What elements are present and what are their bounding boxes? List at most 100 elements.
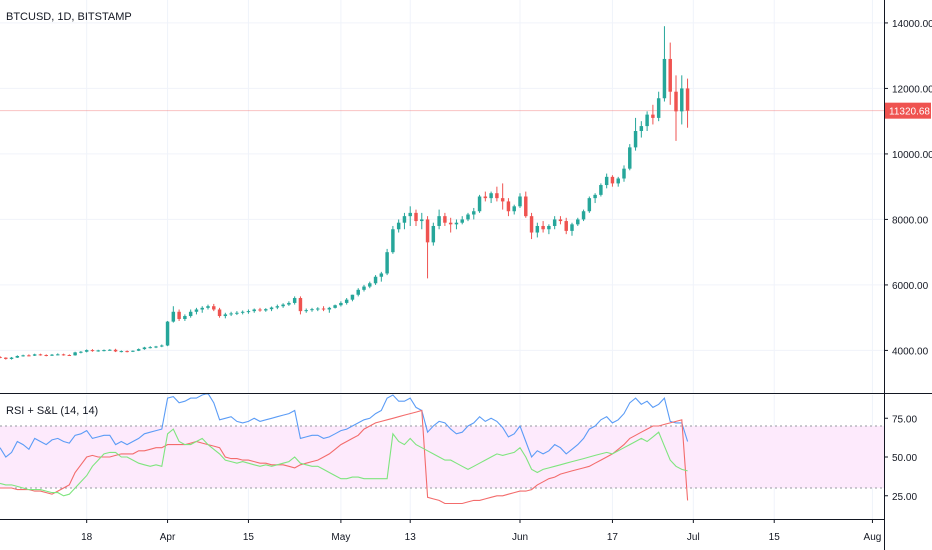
candle-body (79, 351, 83, 353)
candle-body (454, 222, 459, 225)
candle-body (685, 88, 690, 111)
last-price-tag-bg (885, 102, 931, 119)
candle-body (61, 354, 66, 356)
candle-body (188, 311, 193, 317)
candle-body (396, 222, 401, 230)
candle-body (368, 283, 372, 287)
rsi-lines (0, 392, 689, 505)
candle-body (662, 58, 667, 99)
candle-body (165, 321, 170, 346)
rsi-band-fill (0, 426, 884, 488)
rsi-line-blue (0, 392, 689, 459)
time-tick-label: Jul (687, 532, 700, 543)
candle-body (38, 354, 43, 356)
candle-body (651, 114, 655, 118)
rsi-tick-label: 75.00 (892, 414, 917, 425)
candle-body (420, 219, 424, 222)
candle-body (656, 98, 661, 118)
rsi-band (0, 425, 884, 489)
candle-body (171, 311, 176, 322)
candle-body (15, 355, 20, 358)
candle-body (570, 224, 574, 231)
candle-body (0, 356, 2, 358)
candle-body (500, 198, 505, 202)
last-price-tag: 11320.68 (889, 107, 930, 118)
candle-body (541, 225, 545, 230)
price-tick-label: 8000.00 (892, 215, 929, 226)
candle-body (183, 316, 187, 319)
candle-body (275, 306, 280, 308)
candle-body (402, 216, 407, 223)
candle-body (84, 350, 89, 352)
candle-body (4, 357, 8, 359)
candle-body (333, 305, 337, 308)
candle-body (379, 273, 384, 277)
candle-body (32, 354, 37, 356)
candle-body (610, 176, 615, 184)
candle-body (304, 310, 308, 312)
candle-body (414, 212, 418, 222)
candle-body (489, 193, 493, 199)
candle-body (102, 350, 106, 352)
price-tick-label: 6000.00 (892, 281, 929, 292)
candle-body (645, 114, 649, 127)
candle-body (535, 225, 540, 233)
candle-body (327, 307, 332, 310)
time-tick-label: Jun (512, 532, 528, 543)
candle-body (391, 229, 395, 253)
candle-body (194, 309, 199, 312)
candle-body (633, 131, 638, 148)
candle-body (437, 216, 441, 226)
candle-body (604, 176, 609, 186)
candle-body (44, 355, 48, 357)
candle-body (160, 345, 164, 347)
candle-body (460, 219, 464, 223)
candlestick-series (0, 26, 690, 360)
price-tick-label: 4000.00 (892, 346, 929, 357)
candle-body (506, 201, 511, 212)
symbol-label: BTCUSD, 1D, BITSTAMP (6, 11, 132, 23)
candle-body (9, 357, 14, 359)
candle-body (593, 194, 597, 199)
candle-body (119, 351, 124, 353)
candle-body (258, 309, 262, 311)
time-tick-label: 13 (405, 532, 417, 543)
candle-body (298, 298, 303, 312)
price-tick-label: 14000.00 (892, 19, 932, 30)
time-tick-label: May (331, 532, 350, 543)
candle-body (235, 312, 239, 314)
candle-body (154, 346, 158, 348)
candle-body (212, 306, 216, 310)
candle-body (125, 351, 129, 353)
candle-body (680, 88, 684, 112)
candle-body (73, 352, 77, 356)
candle-body (90, 350, 95, 352)
time-tick-label: Apr (160, 532, 176, 543)
candle-body (443, 216, 447, 223)
candle-body (344, 299, 349, 303)
candle-body (350, 294, 355, 300)
candle-body (246, 311, 251, 313)
candle-body (50, 354, 54, 356)
candle-body (587, 198, 592, 212)
rsi-tick-label: 50.00 (892, 453, 917, 464)
candle-body (217, 309, 222, 317)
time-tick-label: 18 (81, 532, 93, 543)
candle-body (269, 307, 274, 310)
candle-body (552, 219, 557, 226)
candle-body (477, 196, 482, 212)
candle-body (639, 126, 644, 131)
candle-body (576, 219, 580, 225)
candle-body (518, 196, 522, 207)
candle-body (524, 196, 528, 217)
time-tick-label: 15 (243, 532, 255, 543)
candle-body (425, 219, 430, 243)
rsi-tick-label: 25.00 (892, 492, 917, 503)
candle-body (385, 252, 389, 274)
time-tick-label: Aug (864, 532, 882, 543)
candle-body (581, 211, 586, 220)
candle-body (564, 221, 568, 231)
candle-body (529, 216, 534, 233)
